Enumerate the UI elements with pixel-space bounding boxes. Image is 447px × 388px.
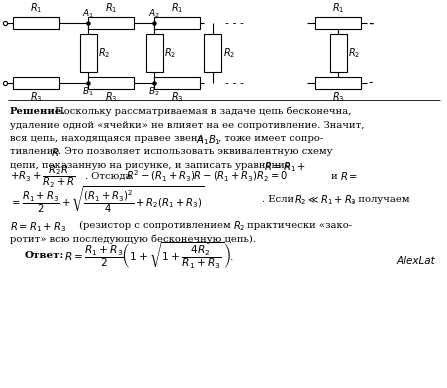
Text: $R = R_1+$: $R = R_1+$ — [264, 160, 306, 174]
Text: цепи, показанную на рисунке, и записать уравнение: цепи, показанную на рисунке, и записать … — [10, 161, 294, 170]
Text: $R = \dfrac{R_1 + R_3}{2}\!\left(1 + \sqrt{1 + \dfrac{4R_2}{R_1+R_3}}\,\right)\!: $R = \dfrac{R_1 + R_3}{2}\!\left(1 + \sq… — [64, 241, 234, 271]
Text: , тоже имеет сопро-: , тоже имеет сопро- — [218, 134, 323, 143]
Text: AlexLat: AlexLat — [396, 256, 435, 266]
Text: $R_2$: $R_2$ — [349, 46, 361, 60]
Text: $B_1$: $B_1$ — [82, 86, 94, 99]
Text: $R_3$: $R_3$ — [332, 90, 344, 104]
Text: $R_1$: $R_1$ — [30, 2, 42, 16]
Text: $R_3$: $R_3$ — [30, 90, 42, 104]
Text: $R$: $R$ — [51, 147, 59, 159]
Text: $R_3$: $R_3$ — [105, 90, 117, 104]
Text: Поскольку рассматриваемая в задаче цепь бесконечна,: Поскольку рассматриваемая в задаче цепь … — [55, 107, 351, 116]
FancyBboxPatch shape — [315, 17, 361, 29]
FancyBboxPatch shape — [80, 34, 97, 72]
Text: . Если: . Если — [262, 196, 297, 204]
Text: $R_2$: $R_2$ — [98, 46, 111, 60]
FancyBboxPatch shape — [154, 77, 200, 89]
Text: удаление одной «ячейки» не влияет на ее сопротивление. Значит,: удаление одной «ячейки» не влияет на ее … — [10, 121, 364, 130]
Text: $R_2$: $R_2$ — [164, 46, 177, 60]
Text: и: и — [328, 172, 341, 181]
Text: $R_1$: $R_1$ — [332, 2, 344, 16]
Text: $= \dfrac{R_1 + R_3}{2} + \sqrt{\dfrac{(R_1+R_3)^2}{4} + R_2(R_1+R_3)}$: $= \dfrac{R_1 + R_3}{2} + \sqrt{\dfrac{(… — [10, 185, 204, 215]
Text: $R_1$: $R_1$ — [105, 2, 117, 16]
Text: $+ R_3 + \dfrac{R_2 R}{R_2 + R}$: $+ R_3 + \dfrac{R_2 R}{R_2 + R}$ — [10, 163, 75, 190]
FancyBboxPatch shape — [154, 17, 200, 29]
Text: ротит» всю последующую бесконечную цепь).: ротит» всю последующую бесконечную цепь)… — [10, 234, 256, 244]
FancyBboxPatch shape — [329, 34, 346, 72]
Text: $A_1B_1$: $A_1B_1$ — [196, 133, 221, 147]
FancyBboxPatch shape — [88, 77, 134, 89]
Text: $B_2$: $B_2$ — [148, 86, 160, 99]
Text: тивление: тивление — [10, 147, 63, 156]
Text: Ответ:: Ответ: — [25, 251, 64, 260]
Text: Решение.: Решение. — [10, 107, 66, 116]
Text: . Это позволяет использовать эквивалентную схему: . Это позволяет использовать эквивалентн… — [58, 147, 333, 156]
Text: -: - — [368, 16, 374, 31]
Text: (резистор с сопротивлением: (резистор с сопротивлением — [76, 220, 234, 230]
FancyBboxPatch shape — [13, 77, 59, 89]
FancyBboxPatch shape — [204, 34, 221, 72]
FancyBboxPatch shape — [315, 77, 361, 89]
Text: -: - — [368, 76, 372, 90]
Text: $R_3$: $R_3$ — [171, 90, 183, 104]
Text: вся цепь, находящаяся правее звена: вся цепь, находящаяся правее звена — [10, 134, 207, 143]
Text: $R_2$: $R_2$ — [233, 220, 246, 233]
Text: $R =$: $R =$ — [340, 170, 358, 182]
Text: $A_2$: $A_2$ — [148, 7, 160, 20]
Text: $R = R_1 + R_3$: $R = R_1 + R_3$ — [10, 220, 66, 234]
Text: практически «зако-: практически «зако- — [244, 220, 352, 229]
Text: , получаем: , получаем — [352, 196, 409, 204]
Text: - - -: - - - — [225, 78, 244, 88]
Text: $A_1$: $A_1$ — [82, 7, 94, 20]
FancyBboxPatch shape — [146, 34, 163, 72]
FancyBboxPatch shape — [88, 17, 134, 29]
FancyBboxPatch shape — [13, 17, 59, 29]
Text: . Отсюда: . Отсюда — [85, 172, 135, 181]
Text: $R_2$: $R_2$ — [223, 46, 235, 60]
Text: - - -: - - - — [225, 18, 244, 28]
Text: $R^2 - (R_1 + R_3)R - (R_1 + R_3)R_2 = 0$: $R^2 - (R_1 + R_3)R - (R_1 + R_3)R_2 = 0… — [126, 169, 288, 184]
Text: $R_1$: $R_1$ — [171, 2, 183, 16]
Text: $R_2 \ll R_1 + R_3$: $R_2 \ll R_1 + R_3$ — [294, 193, 357, 207]
